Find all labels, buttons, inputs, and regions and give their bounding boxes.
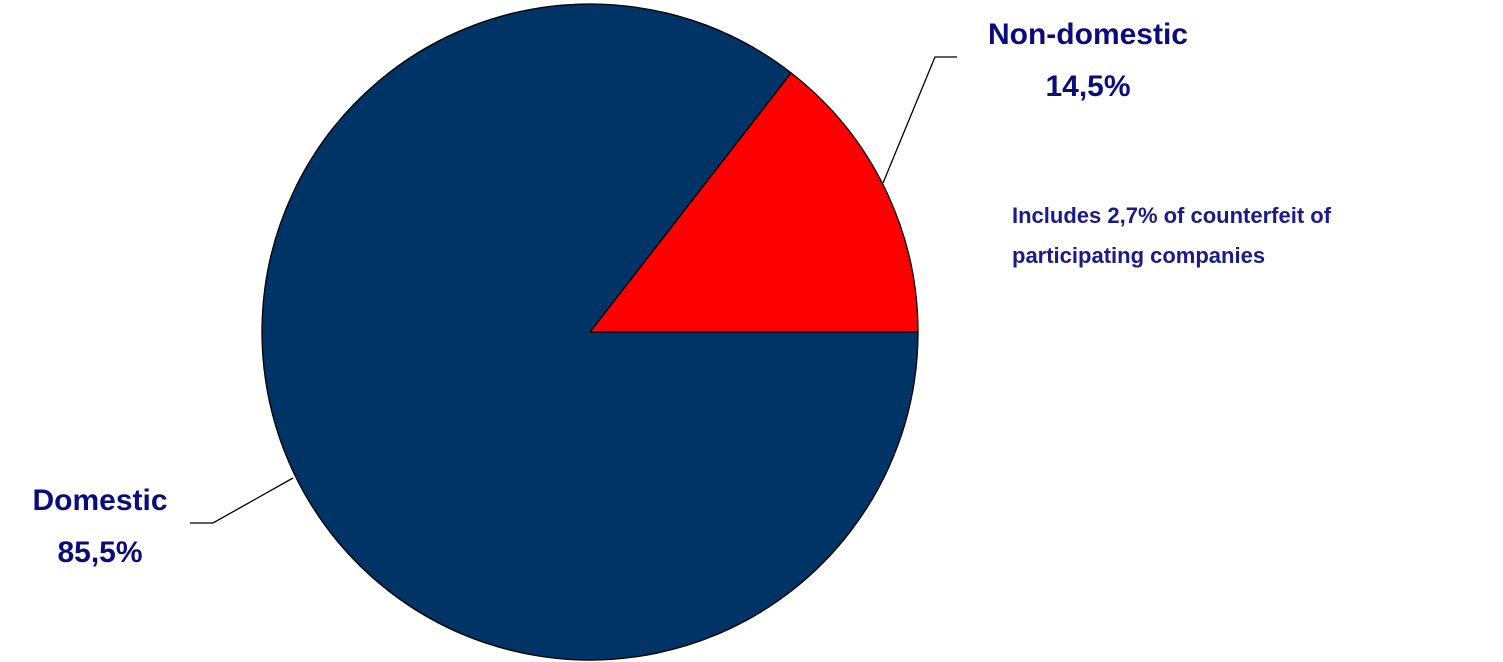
annotation-note: Includes 2,7% of counterfeit of particip… <box>1012 203 1332 268</box>
slice-value-non-domestic: 14,5% <box>1045 70 1130 103</box>
leader-line-non-domestic <box>882 56 957 184</box>
pie-slices <box>261 3 919 661</box>
slice-label-domestic: Domestic <box>32 484 167 517</box>
leader-line-domestic <box>190 477 294 524</box>
slice-label-non-domestic: Non-domestic <box>988 18 1188 51</box>
pie-slice-non-domestic <box>588 71 919 333</box>
pie-slice-domestic <box>261 3 919 661</box>
slice-value-domestic: 85,5% <box>57 536 142 569</box>
